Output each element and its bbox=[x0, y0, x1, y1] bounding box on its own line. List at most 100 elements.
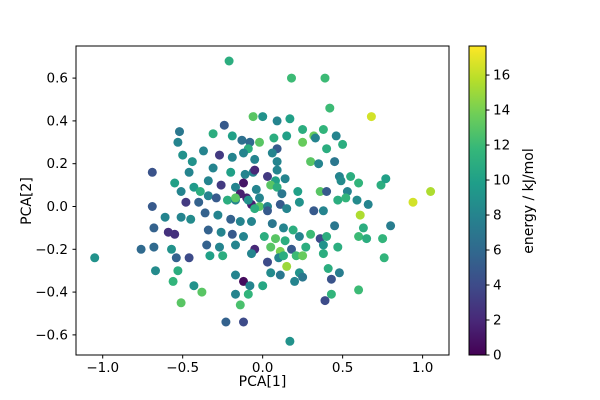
data-point bbox=[231, 182, 240, 192]
x-tick-label: 0.5 bbox=[332, 360, 353, 376]
data-point bbox=[333, 195, 343, 205]
data-point bbox=[293, 187, 303, 196]
data-point bbox=[352, 195, 362, 205]
colorbar-tick-label: 8 bbox=[493, 208, 502, 224]
data-point bbox=[272, 116, 282, 126]
data-point bbox=[272, 165, 282, 175]
data-point bbox=[167, 244, 176, 254]
data-point bbox=[314, 159, 324, 169]
colorbar-tick-label: 16 bbox=[493, 68, 510, 84]
data-point bbox=[354, 285, 364, 295]
data-point bbox=[184, 253, 194, 263]
data-point bbox=[175, 127, 184, 137]
data-point bbox=[251, 184, 261, 194]
data-point bbox=[333, 242, 343, 252]
data-point bbox=[149, 223, 159, 233]
data-point bbox=[275, 270, 285, 280]
data-point bbox=[239, 232, 248, 241]
data-point bbox=[272, 182, 282, 192]
data-point bbox=[227, 229, 237, 239]
data-point bbox=[235, 300, 245, 310]
data-point bbox=[197, 287, 207, 297]
data-point bbox=[258, 281, 268, 291]
points-layer bbox=[90, 56, 436, 346]
data-point bbox=[326, 289, 336, 299]
data-point bbox=[227, 152, 237, 162]
data-point bbox=[277, 189, 287, 199]
data-point bbox=[170, 178, 180, 188]
data-point bbox=[320, 73, 330, 83]
data-point bbox=[243, 289, 253, 299]
data-point bbox=[381, 174, 391, 184]
data-point bbox=[271, 234, 280, 244]
data-point bbox=[280, 236, 290, 246]
data-point bbox=[189, 182, 199, 192]
data-point bbox=[322, 187, 332, 196]
data-point bbox=[184, 167, 194, 177]
data-point bbox=[247, 249, 256, 259]
data-point bbox=[245, 281, 255, 291]
y-tick-label: 0.0 bbox=[47, 199, 68, 215]
data-point bbox=[269, 133, 279, 143]
x-tick-label: 0.0 bbox=[252, 360, 273, 376]
colorbar-tick-label: 0 bbox=[493, 348, 502, 364]
data-point bbox=[341, 193, 351, 203]
data-point bbox=[189, 281, 199, 291]
data-point bbox=[235, 217, 245, 226]
data-point bbox=[147, 202, 157, 211]
data-point bbox=[203, 225, 213, 235]
data-point bbox=[287, 244, 296, 254]
data-point bbox=[176, 212, 186, 222]
data-point bbox=[224, 56, 234, 66]
data-point bbox=[279, 223, 288, 233]
data-point bbox=[363, 199, 373, 209]
colorbar-tick-label: 4 bbox=[493, 278, 502, 294]
data-point bbox=[247, 217, 256, 226]
data-point bbox=[282, 261, 292, 271]
colorbar-frame bbox=[468, 45, 487, 356]
data-point bbox=[355, 210, 365, 220]
data-point bbox=[322, 232, 332, 241]
data-point bbox=[211, 193, 221, 203]
data-point bbox=[272, 157, 282, 167]
data-point bbox=[330, 221, 340, 231]
y-tick-label: 0.2 bbox=[47, 156, 68, 172]
data-point bbox=[248, 112, 258, 122]
data-point bbox=[294, 197, 304, 207]
data-point bbox=[231, 289, 240, 299]
data-point bbox=[318, 125, 328, 134]
data-point bbox=[168, 276, 178, 286]
data-point bbox=[181, 197, 191, 207]
colorbar-tick-label: 10 bbox=[493, 173, 510, 189]
data-point bbox=[216, 180, 226, 190]
data-point bbox=[219, 120, 229, 130]
data-point bbox=[227, 131, 237, 141]
data-point bbox=[354, 232, 364, 241]
data-point bbox=[334, 268, 344, 278]
data-point bbox=[309, 206, 319, 216]
data-point bbox=[326, 274, 336, 284]
data-point bbox=[379, 253, 389, 263]
data-point bbox=[239, 276, 248, 286]
data-point bbox=[221, 317, 231, 327]
data-point bbox=[208, 163, 218, 173]
data-point bbox=[266, 242, 276, 252]
data-point bbox=[266, 268, 276, 278]
data-point bbox=[322, 144, 332, 154]
data-point bbox=[171, 253, 181, 263]
data-point bbox=[408, 197, 418, 207]
data-point bbox=[202, 240, 212, 250]
data-point bbox=[215, 150, 224, 160]
colorbar-gradient bbox=[469, 46, 486, 355]
data-point bbox=[243, 195, 253, 205]
data-point bbox=[323, 264, 333, 273]
data-point bbox=[176, 298, 186, 308]
data-point bbox=[325, 103, 335, 113]
data-point bbox=[173, 137, 183, 147]
data-point bbox=[240, 169, 250, 179]
y-tick-label: −0.2 bbox=[35, 242, 68, 258]
data-point bbox=[218, 251, 228, 261]
data-point bbox=[282, 204, 292, 214]
data-point bbox=[386, 221, 396, 231]
colorbar-tick-label: 6 bbox=[493, 243, 502, 259]
